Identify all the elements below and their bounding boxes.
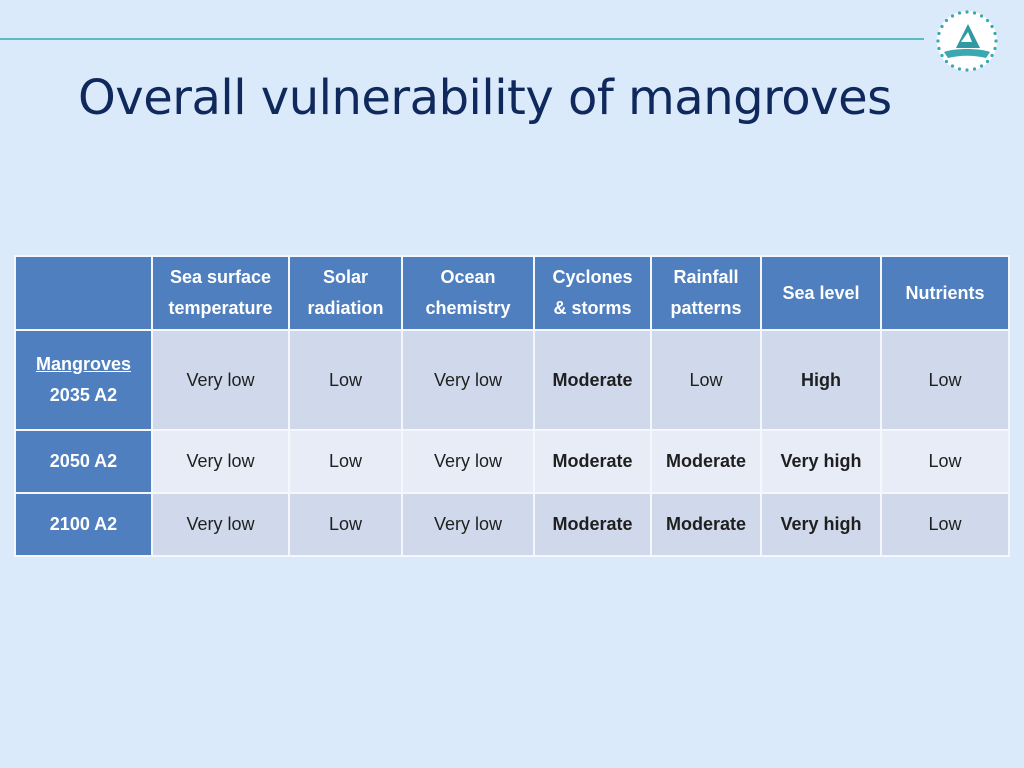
column-header: Nutrients (880, 255, 1010, 331)
spc-sail-logo-icon (936, 10, 998, 72)
column-header: Cyclones & storms (533, 255, 652, 331)
table-cell: Low (288, 329, 403, 431)
table-cell: Low (288, 492, 403, 557)
table-cell: Moderate (650, 492, 762, 557)
table-cell: Moderate (650, 429, 762, 494)
table-cell: Moderate (533, 492, 652, 557)
header-line: Sea surface (169, 267, 272, 287)
row-title: Mangroves (35, 354, 132, 374)
header-line: Sea level (782, 282, 860, 303)
table-cell: Very low (401, 492, 535, 557)
header-line: Solar (322, 267, 369, 287)
table-cell: Low (288, 429, 403, 494)
table-row: 2050 A2 Very low Low Very low Moderate M… (14, 429, 1010, 494)
column-header: Ocean chemistry (401, 255, 535, 331)
table-cell: High (760, 329, 882, 431)
table-row: 2100 A2 Very low Low Very low Moderate M… (14, 492, 1010, 557)
corner-cell (14, 255, 153, 331)
table-cell: Moderate (533, 429, 652, 494)
column-header: Sea level (760, 255, 882, 331)
header-line: temperature (168, 298, 273, 318)
page-title: Overall vulnerability of mangroves (78, 70, 892, 126)
table-cell: Very high (760, 492, 882, 557)
table-row: Mangroves 2035 A2 Very low Low Very low … (14, 329, 1010, 431)
table-cell: Very low (151, 492, 290, 557)
header-line: Ocean (440, 267, 496, 287)
table-cell: Very low (401, 429, 535, 494)
row-scenario: 2050 A2 (49, 451, 118, 471)
table-header-row: Sea surface temperature Solar radiation Oc… (14, 255, 1010, 331)
row-scenario: 2100 A2 (49, 514, 118, 534)
header-line: radiation (307, 298, 384, 318)
row-header: 2050 A2 (14, 429, 153, 494)
header-accent-line (0, 38, 924, 40)
table-cell: Low (880, 329, 1010, 431)
column-header: Sea surface temperature (151, 255, 290, 331)
table-cell: Very low (401, 329, 535, 431)
header-line: patterns (670, 298, 742, 318)
vulnerability-table: Sea surface temperature Solar radiation Oc… (14, 255, 1010, 557)
header-line: Rainfall (673, 267, 739, 287)
table-cell: Low (650, 329, 762, 431)
row-header: Mangroves 2035 A2 (14, 329, 153, 431)
column-header: Solar radiation (288, 255, 403, 331)
row-scenario: 2035 A2 (49, 385, 118, 405)
header-line: chemistry (425, 298, 511, 318)
table-cell: Moderate (533, 329, 652, 431)
table-cell: Low (880, 492, 1010, 557)
column-header: Rainfall patterns (650, 255, 762, 331)
table-cell: Very high (760, 429, 882, 494)
table-cell: Very low (151, 329, 290, 431)
table-cell: Low (880, 429, 1010, 494)
header-line: Cyclones (552, 267, 633, 287)
table-cell: Very low (151, 429, 290, 494)
row-header: 2100 A2 (14, 492, 153, 557)
header-line: & storms (553, 298, 632, 318)
header-line: Nutrients (905, 282, 985, 303)
